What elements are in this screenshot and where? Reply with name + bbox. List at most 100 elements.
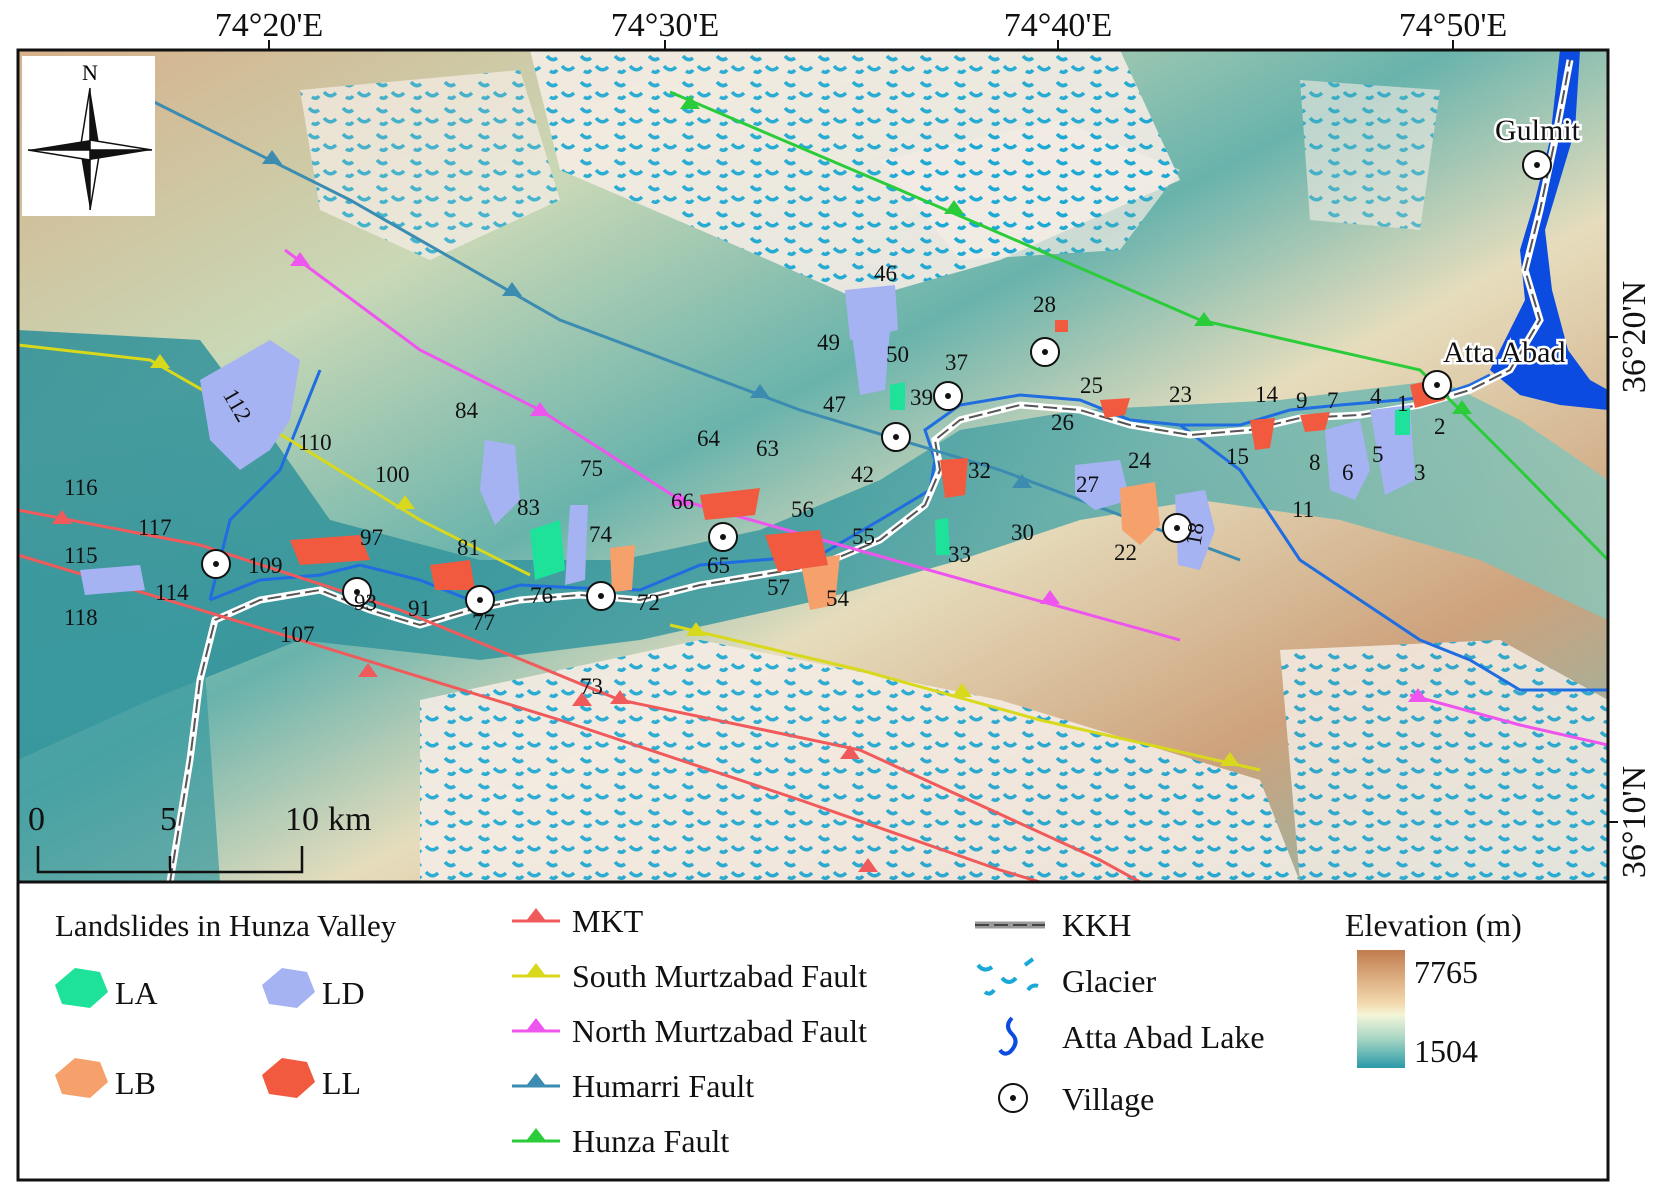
landslide-lb-72 bbox=[610, 545, 635, 592]
lon-tick-label: 74°40'E bbox=[1004, 7, 1113, 44]
landslide-label: 25 bbox=[1080, 373, 1103, 398]
landslide-label: 37 bbox=[945, 350, 968, 375]
landslide-label: 6 bbox=[1342, 460, 1354, 485]
legend-swatch-la bbox=[55, 968, 108, 1008]
landslide-label: 49 bbox=[817, 330, 840, 355]
landslide-ll-57 bbox=[765, 530, 828, 572]
village-gulmit bbox=[1522, 150, 1552, 180]
village-marker bbox=[342, 577, 372, 607]
legend-label-kkh: KKH bbox=[1062, 907, 1131, 943]
village-markers bbox=[201, 150, 1552, 615]
scale-bar-label: 0 bbox=[28, 801, 45, 838]
landslide-label: 33 bbox=[948, 542, 971, 567]
legend-elevation-title: Elevation (m) bbox=[1345, 907, 1522, 943]
landslide-label: 66 bbox=[671, 489, 694, 514]
landslide-label: 7 bbox=[1327, 388, 1339, 413]
landslide-lb-22 bbox=[1120, 482, 1160, 545]
graticule-ticks bbox=[268, 40, 1618, 823]
mkt-fault-lower bbox=[18, 553, 1041, 882]
landslide-label: 42 bbox=[851, 462, 874, 487]
landslide-ld-27 bbox=[1075, 460, 1130, 510]
landslide-ld-112 bbox=[200, 340, 300, 470]
landslide-ll-32 bbox=[940, 458, 968, 498]
legend-swatch-ll bbox=[262, 1058, 315, 1098]
legend-label-ll: LL bbox=[322, 1065, 361, 1101]
landslide-ll-25 bbox=[1100, 398, 1130, 418]
south-murtzabad-fault-west bbox=[18, 343, 531, 577]
landslide-label: 4 bbox=[1370, 384, 1382, 409]
landslide-label: 55 bbox=[852, 524, 875, 549]
village-atta-abad bbox=[1422, 370, 1452, 400]
landslide-label: 46 bbox=[874, 261, 897, 286]
landslide-label: 117 bbox=[138, 515, 172, 540]
landslide-label: 115 bbox=[64, 543, 98, 568]
legend-label-hunza: Hunza Fault bbox=[572, 1123, 729, 1159]
landslide-label: 11 bbox=[1292, 497, 1314, 522]
village-marker bbox=[933, 381, 963, 411]
legend-border bbox=[16, 880, 1610, 1182]
legend-fault-hunza: Hunza Fault bbox=[512, 1123, 729, 1159]
place-atta-abad: Atta Abad bbox=[1443, 336, 1565, 369]
landslide-label: 47 bbox=[823, 392, 846, 417]
legend-label-village: Village bbox=[1062, 1081, 1154, 1117]
scale-bar: 0 5 10 km bbox=[28, 801, 371, 874]
atta-abad-lake bbox=[1490, 50, 1608, 410]
tributary-river bbox=[1179, 423, 1608, 692]
landslide-label: 54 bbox=[826, 586, 850, 611]
landslide-ld-49-50 bbox=[852, 330, 890, 395]
landslide-label: 118 bbox=[64, 605, 98, 630]
landslide-label: 3 bbox=[1414, 460, 1426, 485]
landslide-label: 97 bbox=[360, 525, 383, 550]
landslide-la-4 bbox=[1395, 408, 1410, 435]
humarri-fault bbox=[149, 98, 1241, 562]
landslide-label: 8 bbox=[1309, 450, 1321, 475]
village-marker bbox=[201, 549, 231, 579]
landslide-ll-93 bbox=[430, 560, 475, 590]
legend-label-lb: LB bbox=[115, 1065, 156, 1101]
legend-label-mkt: MKT bbox=[572, 903, 644, 939]
landslide-label: 100 bbox=[375, 462, 410, 487]
landslide-label: 114 bbox=[155, 580, 189, 605]
landslide-la-33 bbox=[935, 518, 950, 555]
north-arrow-icon bbox=[27, 87, 153, 211]
scale-bar-label: 5 bbox=[160, 801, 177, 838]
landslide-la-76 bbox=[530, 520, 565, 580]
landslide-ll-14 bbox=[1250, 418, 1275, 450]
landslide-label: 5 bbox=[1372, 442, 1384, 467]
landslide-label: 65 bbox=[707, 553, 730, 578]
lon-tick-label: 74°20'E bbox=[215, 7, 324, 44]
legend-label-glacier: Glacier bbox=[1062, 963, 1157, 999]
landslide-label: 83 bbox=[517, 495, 540, 520]
landslide-label: 57 bbox=[767, 575, 790, 600]
landslide-label: 27 bbox=[1076, 472, 1099, 497]
landslide-label: 56 bbox=[791, 497, 814, 522]
landslide-label: 73 bbox=[580, 674, 603, 699]
landslide-label: 77 bbox=[472, 610, 495, 635]
legend-label-ld: LD bbox=[322, 975, 365, 1011]
scale-bar-unit: km bbox=[328, 801, 371, 838]
landslide-label: 22 bbox=[1114, 540, 1137, 565]
landslide-la-47 bbox=[890, 382, 905, 410]
lon-tick-label: 74°30'E bbox=[611, 7, 720, 44]
lon-tick-label: 74°50'E bbox=[1399, 7, 1508, 44]
landslide-ld-46 bbox=[845, 285, 898, 340]
landslide-label: 81 bbox=[457, 535, 480, 560]
south-murtzabad-fault-east bbox=[669, 623, 1261, 772]
landslide-label: 50 bbox=[886, 342, 909, 367]
landslide-label: 1 bbox=[1397, 391, 1409, 416]
landslide-label: 116 bbox=[64, 475, 98, 500]
place-gulmit: Gulmit bbox=[1495, 114, 1581, 147]
landslide-label: 2 bbox=[1434, 414, 1446, 439]
landslide-label: 18 bbox=[1180, 520, 1209, 547]
landslide-label: 110 bbox=[298, 430, 332, 455]
north-arrow-label: N bbox=[82, 60, 98, 85]
legend-label-humarri: Humarri Fault bbox=[572, 1068, 754, 1104]
map-frame: 1 2 3 4 5 6 7 8 9 11 14 15 18 22 23 24 2… bbox=[18, 50, 1608, 882]
legend-fault-north-murtzabad: North Murtzabad Fault bbox=[512, 1013, 867, 1049]
legend-elevation-min: 1504 bbox=[1414, 1033, 1478, 1069]
elevation-ramp bbox=[1357, 950, 1405, 1068]
fault-teeth bbox=[52, 95, 1472, 872]
landslide-label: 32 bbox=[968, 458, 991, 483]
village-marker bbox=[586, 581, 616, 611]
